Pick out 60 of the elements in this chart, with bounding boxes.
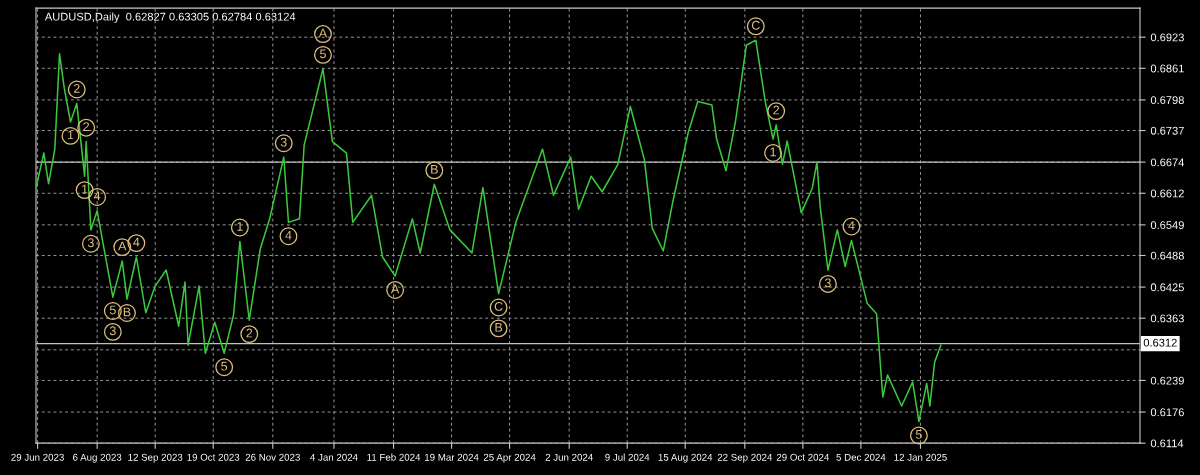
x-tick-label: 5 Dec 2024 [836, 453, 886, 461]
y-tick-label: 0.6798 [1150, 96, 1184, 105]
annotation: 2 [73, 84, 80, 93]
line-series [36, 39, 942, 423]
annotation: B [431, 164, 438, 174]
ref-line-label: 0.6312 [1143, 338, 1177, 347]
x-tick-label: 6 Aug 2023 [73, 453, 122, 463]
x-tick-label: 29 Oct 2024 [776, 453, 830, 461]
annotation: B [495, 322, 503, 332]
annotation: 4 [93, 191, 101, 201]
annotation: 3 [109, 326, 116, 336]
annotation: 1 [67, 130, 74, 140]
annotation: 2 [246, 328, 253, 338]
annotation: 5 [221, 361, 228, 371]
y-tick-label: 0.6612 [1150, 189, 1184, 198]
y-tick-label: 0.6674 [1150, 158, 1185, 167]
y-tick-label: 0.6549 [1150, 221, 1184, 230]
annotation: 2 [773, 105, 780, 115]
annotation: 5 [320, 49, 326, 59]
annotation: 5 [915, 430, 922, 439]
x-tick-label: 12 Jan 2025 [894, 453, 947, 461]
annotation: A [118, 241, 127, 251]
annotation: 4 [285, 230, 292, 240]
x-tick-label: 22 Sep 2024 [717, 453, 773, 463]
y-tick-label: 0.6239 [1150, 376, 1184, 385]
annotation: 3 [87, 238, 94, 248]
chart-title: AUDUSD,Daily 0.62827 0.63305 0.62784 0.63124 [44, 12, 296, 23]
y-tick-label: 0.6363 [1150, 314, 1184, 323]
y-tick-label: 0.6114 [1150, 439, 1184, 448]
x-tick-label: 12 Sep 2023 [128, 453, 183, 463]
x-tick-label: 19 Mar 2024 [425, 453, 479, 461]
x-tick-label: 2 Jun 2024 [545, 453, 593, 461]
x-tick-label: 26 Nov 2023 [245, 453, 300, 461]
x-tick-label: 4 Jan 2024 [310, 453, 358, 461]
annotation: 5 [109, 305, 116, 315]
annotation: 1 [770, 147, 776, 157]
y-tick-label: 0.6176 [1150, 408, 1184, 417]
x-tick-label: 9 Jul 2024 [605, 453, 650, 461]
annotation: A [318, 28, 328, 38]
x-tick-label: 11 Feb 2024 [367, 453, 421, 461]
y-tick-label: 0.6923 [1150, 33, 1184, 42]
annotation: 4 [133, 237, 140, 247]
annotation: C [751, 20, 760, 30]
annotation: 3 [824, 278, 831, 288]
annotation: 1 [82, 184, 88, 194]
annotation: A [390, 284, 400, 294]
annotation: 3 [280, 137, 287, 147]
annotation: 1 [237, 222, 243, 231]
x-tick-label: 19 Oct 2023 [187, 453, 240, 461]
x-tick-label: 25 Apr 2024 [483, 453, 536, 463]
y-tick-label: 0.6861 [1150, 64, 1184, 73]
x-tick-label: 15 Aug 2024 [658, 453, 713, 463]
annotation: C [494, 302, 503, 311]
y-tick-label: 0.6488 [1150, 251, 1184, 260]
annotation: 4 [848, 221, 855, 230]
y-tick-label: 0.6425 [1150, 283, 1184, 292]
annotation: B [123, 307, 131, 317]
y-tick-label: 0.6737 [1150, 126, 1184, 135]
annotation: 2 [83, 122, 90, 131]
x-tick-label: 29 Jun 2023 [11, 453, 64, 461]
